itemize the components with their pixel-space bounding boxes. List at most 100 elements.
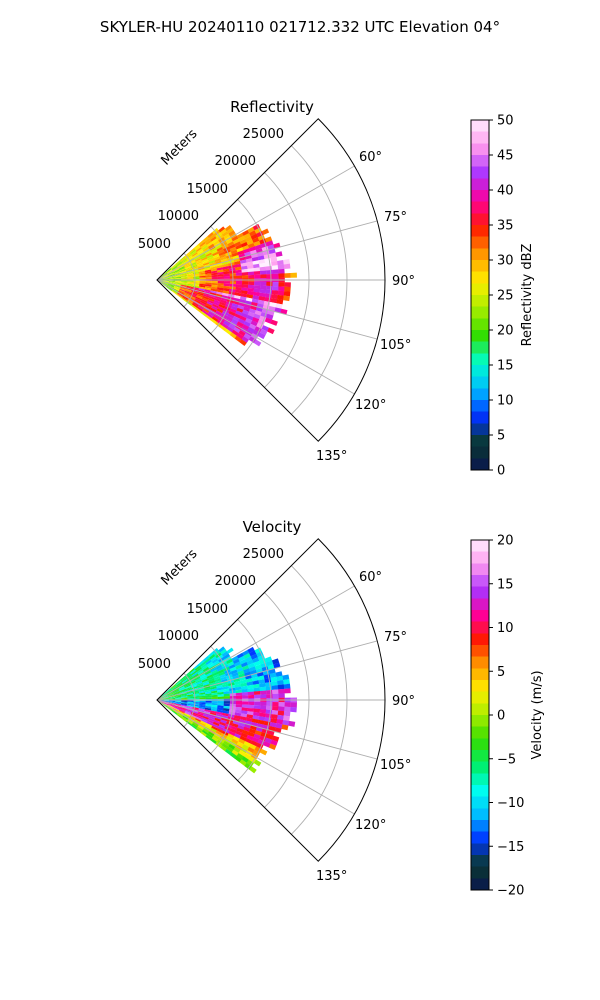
radar-cell bbox=[179, 287, 187, 290]
radar-cell bbox=[221, 743, 229, 749]
radar-cell bbox=[217, 281, 225, 284]
radar-cell bbox=[284, 282, 291, 288]
radar-cell bbox=[206, 733, 214, 739]
radar-cell bbox=[199, 282, 206, 285]
radar-cell bbox=[192, 673, 199, 679]
radar-cell bbox=[239, 679, 247, 684]
radar-cell bbox=[204, 267, 211, 271]
radar-cell bbox=[248, 308, 256, 314]
radar-cell bbox=[210, 710, 217, 714]
radar-cell bbox=[221, 231, 229, 238]
radar-cell bbox=[167, 271, 174, 275]
radar-cell bbox=[219, 301, 227, 307]
radar-cell bbox=[223, 320, 231, 327]
radar-cell bbox=[211, 270, 218, 274]
radar-cell bbox=[228, 310, 236, 317]
reflectivity-colorbar-label: Reflectivity dBZ bbox=[520, 244, 535, 347]
radar-cell bbox=[184, 263, 191, 268]
range-tick-10000: 10000 bbox=[158, 209, 199, 224]
radar-cell bbox=[236, 727, 244, 733]
velocity-colorbar-ticks: −20 −15 −10 −5 0 5 10 15 20 bbox=[489, 534, 524, 899]
radar-cell bbox=[176, 293, 183, 299]
range-tick-25000: 25000 bbox=[243, 547, 284, 562]
radar-cell bbox=[271, 710, 279, 715]
radar-cell bbox=[169, 697, 176, 699]
radar-cell bbox=[277, 260, 284, 266]
radar-cell bbox=[266, 693, 273, 699]
radar-cell bbox=[239, 339, 247, 347]
radar-cell bbox=[222, 683, 229, 688]
radar-cell bbox=[266, 269, 273, 275]
radar-cell bbox=[161, 703, 168, 708]
radar-cell bbox=[208, 653, 216, 660]
radar-cell bbox=[231, 738, 239, 745]
radar-cell bbox=[181, 702, 188, 704]
radar-cell bbox=[208, 233, 216, 240]
radar-cell bbox=[184, 264, 191, 269]
radar-cell bbox=[256, 231, 264, 238]
radar-cell bbox=[162, 694, 169, 698]
radar-cell bbox=[180, 273, 187, 276]
radar-cell bbox=[166, 267, 172, 273]
radar-cell bbox=[186, 693, 194, 696]
radar-cell bbox=[271, 658, 280, 665]
radar-cell bbox=[284, 286, 291, 292]
colorbar-tick-label: 0 bbox=[497, 709, 505, 724]
azimuth-tick-120: 120° bbox=[355, 818, 386, 833]
radar-cell bbox=[277, 684, 285, 690]
radar-cell bbox=[210, 288, 218, 292]
radar-cell bbox=[247, 291, 254, 296]
radar-cell bbox=[239, 256, 247, 261]
reflectivity-title: Reflectivity bbox=[230, 98, 314, 116]
radar-cell bbox=[201, 245, 209, 251]
range-tick-20000: 20000 bbox=[215, 154, 256, 169]
radar-cell bbox=[229, 308, 237, 314]
radar-cell bbox=[189, 247, 195, 254]
radar-cell bbox=[190, 304, 197, 310]
radar-cell bbox=[174, 272, 181, 275]
radar-cell bbox=[257, 234, 266, 241]
radar-cell bbox=[242, 309, 250, 315]
radar-cell bbox=[187, 694, 194, 697]
radar-cell bbox=[242, 245, 250, 251]
radar-cell bbox=[173, 689, 180, 693]
radar-cell bbox=[277, 264, 285, 270]
radar-cell bbox=[217, 689, 224, 693]
radar-cell bbox=[166, 687, 172, 693]
radar-cell bbox=[171, 264, 177, 270]
radar-cell bbox=[168, 693, 175, 697]
radar-cell bbox=[220, 297, 228, 302]
radar-cell bbox=[275, 251, 283, 257]
radar-cell bbox=[213, 299, 221, 305]
radar-cell bbox=[174, 285, 181, 288]
radar-cell bbox=[198, 270, 206, 274]
radar-cell bbox=[195, 679, 202, 684]
radar-cell bbox=[223, 288, 230, 292]
radar-cell bbox=[195, 246, 202, 253]
radar-cell bbox=[162, 702, 169, 705]
radar-cell bbox=[202, 308, 210, 314]
radar-cell bbox=[200, 300, 207, 305]
radar-cell bbox=[252, 749, 261, 757]
radar-cell bbox=[174, 694, 182, 697]
radar-cell bbox=[200, 675, 207, 680]
radar-cell bbox=[201, 676, 208, 682]
radar-cell bbox=[210, 656, 217, 662]
radar-cell bbox=[178, 291, 185, 295]
radar-cell bbox=[237, 250, 245, 256]
radar-cell bbox=[251, 676, 259, 682]
radar-cell bbox=[187, 701, 194, 704]
radar-cell bbox=[269, 672, 277, 679]
radar-cell bbox=[194, 717, 202, 723]
radar-cell bbox=[173, 287, 180, 292]
radar-cell bbox=[179, 690, 187, 693]
radar-cell bbox=[276, 719, 284, 725]
radar-cell bbox=[215, 293, 223, 298]
radar-cell bbox=[173, 707, 180, 712]
radar-cell bbox=[163, 280, 170, 282]
radar-cell bbox=[246, 681, 254, 686]
radar-cell bbox=[238, 738, 246, 745]
radar-cell bbox=[247, 287, 255, 292]
radar-cell bbox=[217, 696, 225, 699]
radar-cell bbox=[207, 243, 215, 249]
